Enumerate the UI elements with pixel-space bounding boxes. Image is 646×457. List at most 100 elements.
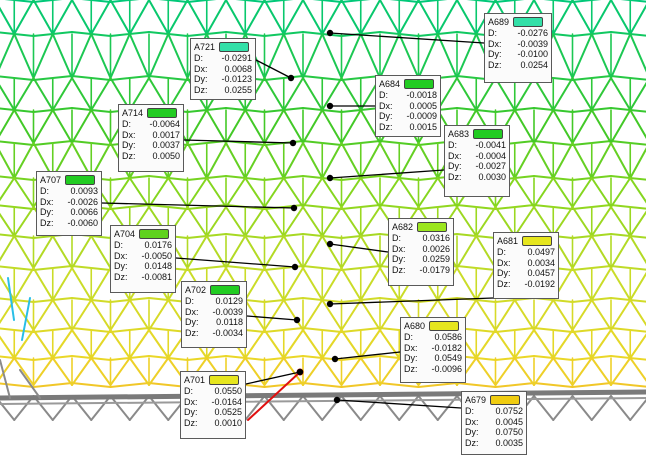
mesh-horizontal-member[interactable] bbox=[417, 0, 458, 3]
support-member[interactable] bbox=[590, 395, 612, 421]
mesh-diagonal-member[interactable] bbox=[321, 206, 343, 237]
mesh-diagonal-member[interactable] bbox=[475, 267, 497, 301]
mesh-diagonal-member[interactable] bbox=[494, 357, 516, 386]
mesh-diagonal-member[interactable] bbox=[13, 299, 35, 331]
mesh-diagonal-member[interactable] bbox=[109, 177, 131, 208]
mesh-diagonal-member[interactable] bbox=[571, 267, 593, 301]
mesh-horizontal-member[interactable] bbox=[340, 382, 381, 388]
mesh-diagonal-member[interactable] bbox=[321, 177, 343, 208]
mesh-horizontal-member[interactable] bbox=[571, 382, 612, 388]
node-marker-a704[interactable] bbox=[291, 263, 299, 271]
mesh-diagonal-member[interactable] bbox=[205, 0, 227, 35]
mesh-diagonal-member[interactable] bbox=[186, 206, 208, 237]
mesh-diagonal-member[interactable] bbox=[513, 142, 535, 179]
mesh-diagonal-member[interactable] bbox=[590, 235, 612, 269]
support-member[interactable] bbox=[0, 396, 16, 421]
mesh-diagonal-member[interactable] bbox=[128, 0, 150, 35]
node-marker-a701[interactable] bbox=[296, 368, 304, 376]
mesh-diagonal-member[interactable] bbox=[302, 109, 324, 144]
mesh-diagonal-member[interactable] bbox=[610, 267, 632, 301]
mesh-diagonal-member[interactable] bbox=[340, 299, 362, 331]
mesh-diagonal-member[interactable] bbox=[359, 299, 381, 331]
node-marker-a683[interactable] bbox=[326, 174, 334, 182]
mesh-diagonal-member[interactable] bbox=[263, 267, 285, 301]
mesh-diagonal-member[interactable] bbox=[13, 177, 35, 208]
tooltip-a689[interactable]: A689 D: -0.0276 Dx: -0.0039 Dy: -0.0100 Dz: 0.02… bbox=[484, 13, 552, 83]
mesh-diagonal-member[interactable] bbox=[244, 267, 266, 301]
mesh-diagonal-member[interactable] bbox=[13, 142, 35, 179]
mesh-diagonal-member[interactable] bbox=[610, 329, 632, 359]
mesh-diagonal-member[interactable] bbox=[590, 267, 612, 301]
mesh-horizontal-member[interactable] bbox=[302, 382, 343, 388]
mesh-diagonal-member[interactable] bbox=[51, 267, 73, 301]
leader-line-a702[interactable] bbox=[246, 315, 298, 321]
mesh-diagonal-member[interactable] bbox=[321, 299, 343, 331]
mesh-horizontal-member[interactable] bbox=[610, 382, 646, 388]
mesh-diagonal-member[interactable] bbox=[51, 0, 73, 35]
mesh-diagonal-member[interactable] bbox=[109, 0, 131, 35]
mesh-diagonal-member[interactable] bbox=[359, 357, 381, 386]
mesh-diagonal-member[interactable] bbox=[533, 109, 555, 144]
mesh-diagonal-member[interactable] bbox=[533, 206, 555, 237]
mesh-diagonal-member[interactable] bbox=[32, 109, 54, 144]
support-member[interactable] bbox=[610, 395, 632, 421]
mesh-diagonal-member[interactable] bbox=[225, 0, 247, 35]
support-member[interactable] bbox=[90, 395, 112, 421]
mesh-diagonal-member[interactable] bbox=[148, 33, 170, 79]
mesh-diagonal-member[interactable] bbox=[0, 143, 16, 179]
mesh-diagonal-member[interactable] bbox=[590, 77, 612, 111]
mesh-diagonal-member[interactable] bbox=[398, 0, 420, 35]
mesh-diagonal-member[interactable] bbox=[552, 206, 574, 237]
mesh-diagonal-member[interactable] bbox=[571, 329, 593, 359]
mesh-diagonal-member[interactable] bbox=[263, 357, 285, 386]
mesh-diagonal-member[interactable] bbox=[263, 329, 285, 359]
mesh-diagonal-member[interactable] bbox=[282, 33, 304, 79]
mesh-diagonal-member[interactable] bbox=[244, 0, 266, 35]
mesh-diagonal-member[interactable] bbox=[321, 0, 343, 35]
mesh-diagonal-member[interactable] bbox=[379, 33, 401, 79]
mesh-diagonal-member[interactable] bbox=[513, 206, 535, 237]
mesh-horizontal-member[interactable] bbox=[494, 382, 535, 388]
mesh-diagonal-member[interactable] bbox=[552, 177, 574, 208]
mesh-diagonal-member[interactable] bbox=[590, 299, 612, 331]
mesh-diagonal-member[interactable] bbox=[128, 329, 150, 359]
mesh-diagonal-member[interactable] bbox=[436, 33, 458, 79]
mesh-diagonal-member[interactable] bbox=[0, 330, 16, 359]
mesh-diagonal-member[interactable] bbox=[32, 235, 54, 269]
mesh-diagonal-member[interactable] bbox=[379, 177, 401, 208]
mesh-diagonal-member[interactable] bbox=[590, 206, 612, 237]
mesh-diagonal-member[interactable] bbox=[90, 0, 112, 35]
mesh-diagonal-member[interactable] bbox=[282, 0, 304, 35]
mesh-diagonal-member[interactable] bbox=[282, 109, 304, 144]
mesh-horizontal-member[interactable] bbox=[0, 107, 35, 113]
mesh-diagonal-member[interactable] bbox=[379, 329, 401, 359]
mesh-diagonal-member[interactable] bbox=[379, 357, 401, 386]
mesh-diagonal-member[interactable] bbox=[13, 33, 35, 79]
mesh-diagonal-member[interactable] bbox=[32, 33, 54, 79]
mesh-diagonal-member[interactable] bbox=[475, 206, 497, 237]
mesh-diagonal-member[interactable] bbox=[340, 357, 362, 386]
mesh-diagonal-member[interactable] bbox=[417, 0, 439, 35]
mesh-diagonal-member[interactable] bbox=[321, 33, 343, 79]
mesh-diagonal-member[interactable] bbox=[32, 357, 54, 386]
mesh-diagonal-member[interactable] bbox=[263, 77, 285, 111]
mesh-horizontal-member[interactable] bbox=[0, 265, 35, 271]
mesh-diagonal-member[interactable] bbox=[629, 207, 646, 237]
mesh-horizontal-member[interactable] bbox=[533, 382, 574, 388]
mesh-diagonal-member[interactable] bbox=[475, 329, 497, 359]
mesh-horizontal-member[interactable] bbox=[534, 0, 574, 3]
node-marker-a721[interactable] bbox=[287, 74, 295, 82]
mesh-diagonal-member[interactable] bbox=[13, 77, 35, 111]
mesh-diagonal-member[interactable] bbox=[167, 33, 189, 79]
support-member[interactable] bbox=[629, 396, 646, 421]
tooltip-a707[interactable]: A707 D: 0.0093 Dx: -0.0026 Dy: 0.0066 Dz: -0.006… bbox=[36, 171, 102, 236]
mesh-diagonal-member[interactable] bbox=[282, 177, 304, 208]
mesh-diagonal-member[interactable] bbox=[244, 299, 266, 331]
mesh-diagonal-member[interactable] bbox=[629, 78, 646, 111]
support-beam[interactable] bbox=[0, 389, 646, 401]
mesh-diagonal-member[interactable] bbox=[321, 142, 343, 179]
node-marker-a679[interactable] bbox=[333, 396, 341, 404]
mesh-horizontal-member[interactable] bbox=[610, 75, 646, 81]
mesh-horizontal-member[interactable] bbox=[610, 265, 646, 271]
mesh-diagonal-member[interactable] bbox=[263, 299, 285, 331]
